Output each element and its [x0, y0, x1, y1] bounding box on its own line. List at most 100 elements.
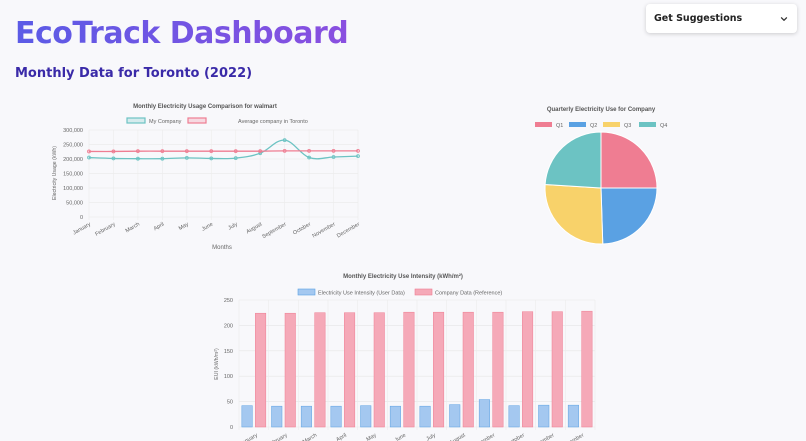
line-point-my-company-february — [111, 156, 116, 161]
bar-company-data-reference-march — [314, 312, 326, 428]
bar-electricity-use-intensity-user-data-december — [567, 404, 579, 428]
line-legend-label-average-company-in-toronto: Average company in Toronto — [238, 119, 308, 125]
line-chart-title: Monthly Electricity Usage Comparison for… — [133, 104, 277, 110]
get-suggestions-dropdown[interactable]: Get Suggestions — [646, 4, 797, 33]
line-point-average-company-in-toronto-april — [160, 149, 165, 154]
bar-legend-label-electricity-use-intensity-user-data: Electricity Use Intensity (User Data) — [318, 291, 405, 297]
line-chart-y-ticks: 0 50,000 100,000 150,000 200,000 250,000 300,0… — [63, 128, 83, 221]
bar-electricity-use-intensity-user-data-november — [538, 404, 550, 428]
line-point-my-company-september — [282, 138, 287, 143]
line-point-my-company-october — [307, 155, 311, 160]
line-point-average-company-in-toronto-september — [282, 148, 287, 153]
bar-chart-title: Monthly Electricity Use Intensity (kWh/m… — [343, 273, 463, 280]
bar-company-data-reference-november — [551, 311, 563, 428]
bar-y-tick-label: 150 — [224, 349, 233, 355]
line-point-average-company-in-toronto-july — [233, 149, 238, 154]
bar-electricity-use-intensity-user-data-september — [478, 399, 490, 428]
bar-electricity-use-intensity-user-data-october — [508, 405, 520, 428]
pie-legend-swatch-q2 — [569, 122, 586, 127]
line-x-tick-label-july: July — [227, 221, 239, 231]
pie-slice-q3 — [544, 183, 604, 245]
line-y-tick-label: 100,000 — [63, 186, 83, 192]
line-point-average-company-in-toronto-june — [209, 149, 214, 154]
pie-legend-label-q3: Q3 — [624, 123, 631, 129]
pie-legend-label-q2: Q2 — [590, 123, 597, 129]
line-y-tick-label: 0 — [80, 215, 83, 221]
dashboard-title: EcoTrack Dashboard — [15, 16, 349, 51]
bar-company-data-reference-december — [581, 310, 593, 428]
line-legend-swatch-average-company-in-toronto — [187, 117, 207, 124]
line-chart-legend: My Company Average company in Toronto — [126, 117, 308, 125]
line-y-tick-label: 150,000 — [63, 172, 83, 178]
eui-bar-chart: Monthly Electricity Use Intensity (kWh/m… — [214, 273, 596, 441]
bar-electricity-use-intensity-user-data-february — [271, 405, 283, 428]
line-series-average-company-in-toronto — [88, 150, 358, 153]
electricity-usage-line-chart: Monthly Electricity Usage Comparison for… — [52, 104, 361, 251]
pie-chart-title: Quarterly Electricity Use for Company — [547, 107, 656, 113]
line-x-tick-label-april: April — [153, 222, 166, 233]
bar-x-tick-label-august: August — [449, 432, 467, 441]
bar-company-data-reference-june — [403, 311, 415, 428]
line-x-tick-label-august: August — [245, 221, 263, 235]
bar-company-data-reference-may — [373, 312, 385, 428]
bar-y-tick-label: 250 — [224, 298, 233, 304]
bar-y-tick-label: 50 — [227, 400, 233, 406]
line-y-tick-label: 200,000 — [63, 157, 83, 163]
bar-chart-y-label: EUI (kWh/m²) — [214, 348, 220, 380]
line-x-tick-label-may: May — [178, 221, 190, 232]
line-x-tick-label-november: November — [312, 221, 337, 239]
bar-x-tick-label-november: November — [531, 432, 556, 441]
bar-chart-x-ticks: January February March April May June July Augu… — [239, 432, 585, 441]
bar-x-tick-label-october: October — [506, 432, 526, 441]
bar-electricity-use-intensity-user-data-january — [241, 405, 253, 428]
line-point-average-company-in-toronto-december — [356, 148, 360, 153]
line-chart-x-label: Months — [212, 245, 232, 251]
line-point-my-company-june — [209, 156, 214, 161]
bar-company-data-reference-october — [522, 311, 534, 428]
bar-y-tick-label: 0 — [230, 425, 233, 431]
line-point-average-company-in-toronto-may — [184, 149, 189, 154]
line-point-average-company-in-toronto-february — [111, 149, 116, 154]
bar-legend-swatch-electricity-use-intensity-user-data — [297, 288, 316, 296]
get-suggestions-label: Get Suggestions — [654, 13, 743, 24]
bar-company-data-reference-april — [344, 312, 356, 428]
line-chart-y-label: Electricity Usage (kWh) — [52, 146, 58, 200]
line-point-my-company-april — [160, 156, 165, 161]
line-point-my-company-march — [136, 156, 140, 161]
page-subtitle: Monthly Data for Toronto (2022) — [15, 66, 253, 81]
line-point-my-company-january — [87, 155, 91, 160]
quarterly-pie-chart: Quarterly Electricity Use for Company Q1… — [535, 107, 667, 245]
bar-legend-swatch-company-data-reference — [414, 288, 433, 296]
bar-x-tick-label-december: December — [560, 432, 585, 441]
pie-legend-swatch-q3 — [603, 122, 620, 127]
pie-legend-swatch-q1 — [535, 122, 552, 127]
line-x-tick-label-december: December — [336, 221, 361, 239]
line-x-tick-label-february: February — [94, 221, 116, 237]
bar-legend-label-company-data-reference: Company Data (Reference) — [435, 291, 502, 297]
bar-x-tick-label-september: September — [470, 432, 496, 441]
bar-chart-y-ticks: 0 50 100 150 200 250 — [224, 298, 233, 431]
line-point-average-company-in-toronto-january — [87, 149, 91, 154]
pie-legend-label-q1: Q1 — [556, 123, 563, 129]
line-legend-label-my-company: My Company — [149, 119, 182, 125]
line-x-tick-label-october: October — [292, 221, 312, 236]
bar-company-data-reference-september — [492, 311, 504, 428]
bar-x-tick-label-may: May — [366, 432, 378, 441]
line-chart-x-ticks: January February March April May June July Augu… — [72, 221, 361, 240]
pie-slice-q1 — [600, 131, 658, 189]
line-x-tick-label-january: January — [72, 221, 92, 236]
chevron-down-icon — [780, 16, 788, 21]
line-x-tick-label-june: June — [201, 222, 214, 233]
bar-x-tick-label-march: March — [302, 433, 318, 441]
bar-electricity-use-intensity-user-data-august — [449, 404, 461, 428]
bar-electricity-use-intensity-user-data-may — [360, 405, 372, 428]
pie-chart-legend: Q1 Q2 Q3 Q4 — [535, 122, 667, 129]
bar-x-tick-label-april: April — [335, 433, 348, 441]
bar-y-tick-label: 200 — [224, 323, 233, 329]
line-point-average-company-in-toronto-august — [258, 149, 263, 154]
bar-electricity-use-intensity-user-data-july — [419, 405, 431, 428]
bar-electricity-use-intensity-user-data-june — [389, 405, 401, 428]
pie-legend-label-q4: Q4 — [660, 123, 667, 129]
line-legend-swatch-my-company — [126, 117, 146, 124]
line-x-tick-label-march: March — [125, 222, 141, 235]
